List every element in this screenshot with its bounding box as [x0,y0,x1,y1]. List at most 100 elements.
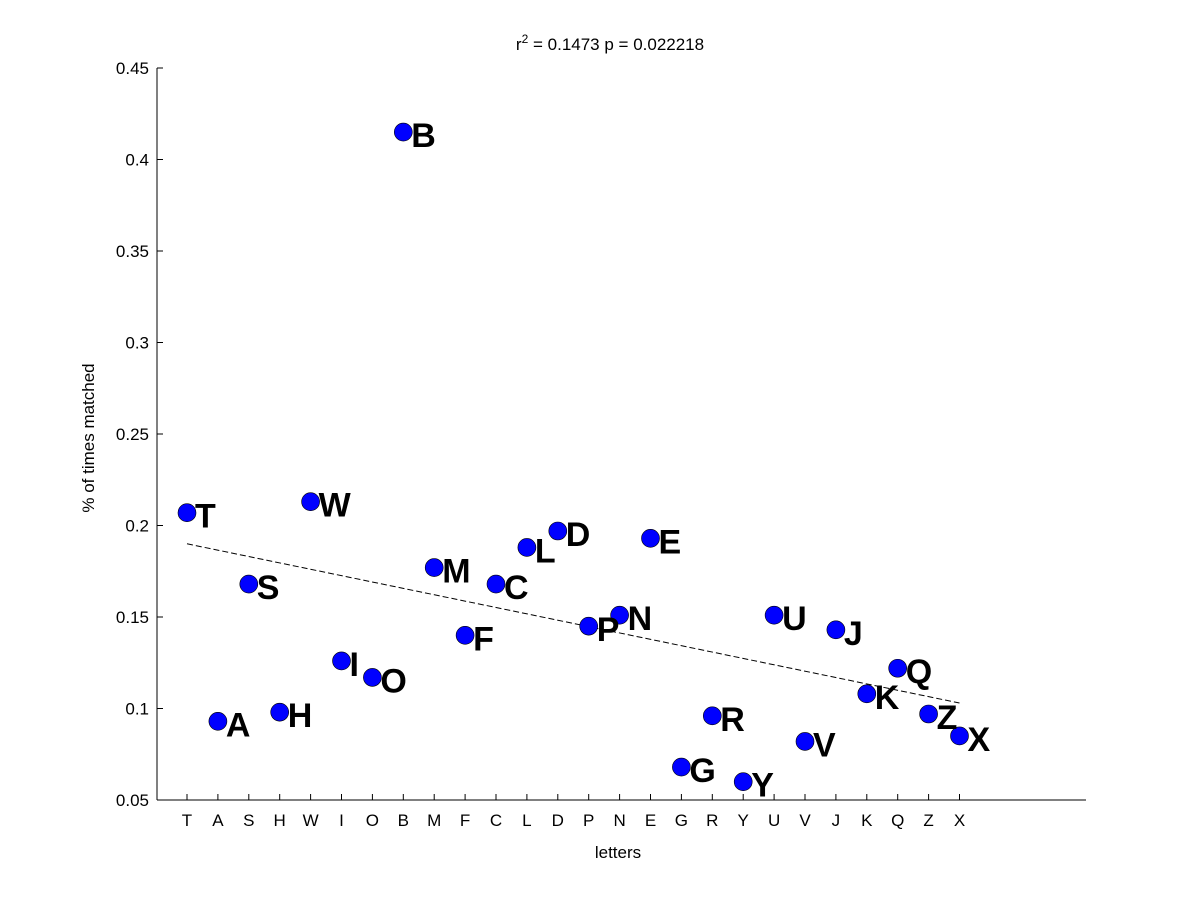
point-label-r: R [720,701,745,739]
data-point-g [672,757,691,777]
y-tick-label: 0.05 [116,791,149,810]
y-tick-label: 0.25 [116,425,149,444]
point-label-p: P [597,611,620,649]
point-label-g: G [689,752,715,790]
chart-title-suffix: = 0.1473 p = 0.022218 [528,35,704,54]
data-point-u [764,605,784,625]
x-tick-label: F [460,811,470,830]
data-point-w [301,492,320,512]
y-tick-label: 0.35 [116,242,149,261]
point-label-c: C [504,569,529,607]
chart-title: r2 = 0.1473 p = 0.022218 [516,32,704,54]
data-point-p [579,616,599,636]
data-point-d [548,521,568,541]
y-tick-label: 0.15 [116,608,149,627]
data-point-x [950,726,969,746]
point-label-t: T [195,498,216,536]
point-label-z: Z [937,699,958,737]
data-point-v [795,732,815,751]
data-point-z [919,704,938,724]
x-tick-label: J [832,811,841,830]
x-tick-label: Q [891,811,904,830]
point-label-o: O [380,662,406,700]
data-point-m [424,558,444,577]
point-label-s: S [257,569,280,607]
y-tick-label: 0.4 [125,151,149,170]
x-tick-label: E [645,811,656,830]
point-label-v: V [813,726,836,764]
x-tick-label: R [706,811,718,830]
data-point-l [517,538,537,557]
x-tick-label: H [274,811,286,830]
x-tick-label: T [182,811,192,830]
point-label-u: U [782,600,807,638]
chart-title-prefix: r [516,35,522,54]
x-tick-label: X [954,811,965,830]
point-label-i: I [350,646,359,684]
y-tick-label: 0.45 [116,59,149,78]
y-tick-label: 0.2 [125,517,149,536]
data-point-y [733,772,753,792]
data-point-c [486,574,506,594]
x-tick-label: K [861,811,873,830]
data-point-r [702,706,722,726]
data-point-q [888,658,908,678]
data-point-f [455,625,475,645]
x-tick-label: L [522,811,531,830]
trend-line-group [186,543,960,704]
point-label-y: Y [751,767,774,805]
x-tick-label: W [303,811,319,830]
y-axis-ticks: 0.05 0.1 0.15 0.2 0.25 0.3 0.35 0.4 0.45 [116,59,163,810]
x-tick-label: O [366,811,379,830]
x-tick-label: C [490,811,502,830]
data-point-h [270,702,290,722]
point-label-x: X [968,721,991,759]
data-points [177,122,969,792]
data-point-e [641,529,660,548]
point-label-f: F [473,620,494,658]
point-label-k: K [875,679,900,717]
x-tick-label: G [675,811,688,830]
point-label-j: J [844,615,863,653]
y-axis-label: % of times matched [79,363,98,512]
data-point-n [610,605,629,625]
y-tick-label: 0.3 [125,334,149,353]
x-tick-label: U [768,811,780,830]
point-label-q: Q [906,653,932,691]
point-label-b: B [411,117,436,155]
x-axis-label: letters [595,843,641,862]
x-tick-label: I [339,811,344,830]
x-tick-label: B [398,811,409,830]
data-point-t [177,503,197,522]
x-tick-label: V [799,811,811,830]
axes [156,68,1086,801]
point-label-h: H [288,697,313,735]
x-tick-label: P [583,811,594,830]
x-tick-label: Z [923,811,933,830]
point-label-m: M [442,553,470,591]
point-label-n: N [628,600,653,638]
x-tick-label: M [427,811,441,830]
point-label-e: E [659,523,682,561]
data-point-b [393,122,413,142]
point-label-l: L [535,532,556,570]
data-point-i [332,651,351,671]
data-point-j [826,620,846,640]
data-point-o [363,668,382,687]
y-tick-label: 0.1 [125,700,149,719]
data-point-a [208,712,228,731]
point-label-d: D [566,516,591,554]
x-tick-label: A [212,811,224,830]
x-tick-label: S [243,811,254,830]
chart-title-superscript: 2 [522,32,529,46]
point-label-w: W [319,487,352,525]
data-point-k [857,684,877,704]
trend-line [186,543,960,704]
data-point-s [239,574,259,594]
x-tick-label: Y [738,811,749,830]
x-tick-label: D [552,811,564,830]
x-tick-label: N [613,811,625,830]
